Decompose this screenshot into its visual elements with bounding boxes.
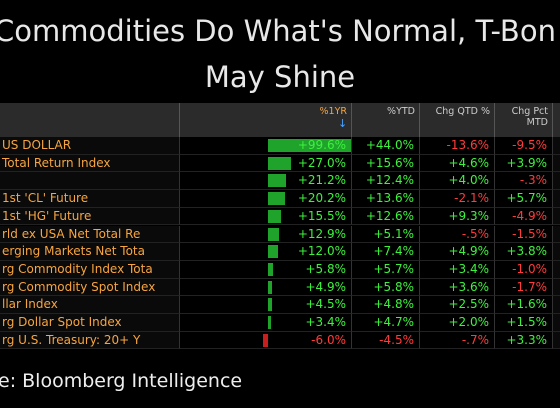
row-label: 1st 'CL' Future [0,190,180,208]
value-cell: +20.2% [180,190,352,208]
value-cell: -13.6% [420,137,495,155]
value-cell: +4.8% [352,296,420,314]
source-note: e: Bloomberg Intelligence [0,370,243,392]
value-cell: +1.5% [495,314,553,332]
header-cell: %1YR [180,103,352,137]
value-cell: +4.0% [420,172,495,191]
value-cell: +2.0% [420,314,495,332]
value-cell: +9.3% [420,207,495,226]
cut-cell [553,314,560,332]
cut-cell [553,207,560,226]
value-cell: +12.9% [180,225,352,244]
value-bar [268,245,279,259]
value-cell: -.7% [420,331,495,350]
value-cell: +15.5% [180,207,352,226]
value-cell: +4.9% [180,278,352,297]
value-cell: +4.6% [420,154,495,173]
value-bar [268,139,352,152]
value-cell: -2.1% [420,190,495,208]
row-label: rg Commodity Index Tota [0,260,180,279]
value-cell: -9.5% [495,137,553,155]
value-bar [268,174,286,188]
value-cell: -1.5% [495,225,553,244]
value-cell: +5.8% [352,278,420,297]
value-cell: +3.9% [495,154,553,173]
value-bar [268,209,282,223]
value-bar [262,333,268,347]
value-bar [268,298,272,312]
value-cell: +5.1% [352,225,420,244]
row-label: US DOLLAR [0,137,180,155]
cut-cell [553,137,560,155]
row-label: rld ex USA Net Total Re [0,225,180,244]
value-cell: -6.0% [180,331,352,350]
row-label: rg U.S. Treasury: 20+ Y [0,331,180,350]
value-cell: +3.6% [420,278,495,297]
value-cell: +4.7% [352,314,420,332]
value-cell: +7.4% [352,243,420,261]
value-cell: -.5% [420,225,495,244]
value-cell: +5.8% [180,260,352,279]
value-cell: +2.5% [420,296,495,314]
value-cell: +12.6% [352,207,420,226]
cut-cell [553,225,560,244]
value-cell: +4.9% [420,243,495,261]
value-cell: +44.0% [352,137,420,155]
value-cell: +1.6% [495,296,553,314]
value-cell: +13.6% [352,190,420,208]
header-cell: %YTD [352,103,420,137]
value-cell: +3.3% [495,331,553,350]
value-bar [268,316,271,329]
header-cell: 2 [553,103,560,137]
value-cell: -4.9% [495,207,553,226]
value-cell: -1.0% [495,260,553,279]
value-cell: +15.6% [352,154,420,173]
value-cell: +3.8% [495,243,553,261]
header-cell [0,103,180,137]
value-cell: -4.5% [352,331,420,350]
value-bar [268,262,273,276]
value-cell: -1.7% [495,278,553,297]
value-cell: +27.0% [180,154,352,173]
value-bar [268,280,273,294]
value-bar [268,192,286,206]
value-cell: +99.6% [180,137,352,155]
row-label: erging Markets Net Tota [0,243,180,261]
value-bar [268,227,279,241]
value-cell: +5.7% [352,260,420,279]
value-cell: +12.4% [352,172,420,191]
value-bar [268,156,291,170]
row-label: rg Dollar Spot Index [0,314,180,332]
cut-cell [553,172,560,191]
row-label: rg Commodity Spot Index [0,278,180,297]
value-cell: +3.4% [180,314,352,332]
cut-cell [553,190,560,208]
sort-arrow: ↓ [338,117,348,130]
row-label: llar Index [0,296,180,314]
cut-cell [553,278,560,297]
cut-cell [553,243,560,261]
header-cell: Chg QTD % [420,103,495,137]
value-cell: +21.2% [180,172,352,191]
title-line: May Shine [204,60,356,94]
row-label: Total Return Index [0,154,180,173]
row-label [0,172,180,191]
cut-cell [553,260,560,279]
cut-cell [553,296,560,314]
value-cell: +5.7% [495,190,553,208]
value-cell: +12.0% [180,243,352,261]
cut-cell [553,154,560,173]
header-cell: Chg Pct MTD [495,103,553,137]
row-label: 1st 'HG' Future [0,207,180,226]
value-cell: +3.4% [420,260,495,279]
value-cell: -.3% [495,172,553,191]
value-cell: +4.5% [180,296,352,314]
title-line: Commodities Do What's Normal, T-Bon [0,14,556,48]
cut-cell [553,331,560,350]
